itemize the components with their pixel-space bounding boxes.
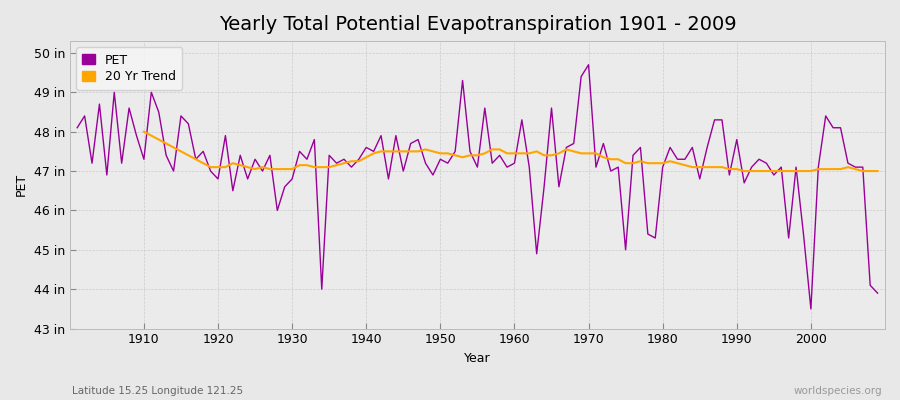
Line: 20 Yr Trend: 20 Yr Trend — [144, 132, 878, 171]
Y-axis label: PET: PET — [15, 173, 28, 196]
20 Yr Trend — [139, 129, 149, 134]
X-axis label: Year: Year — [464, 352, 491, 365]
PET — [294, 149, 305, 154]
PET — [872, 291, 883, 296]
PET — [509, 161, 520, 166]
20 Yr Trend — [872, 169, 883, 174]
PET — [131, 133, 142, 138]
20 Yr Trend — [309, 165, 320, 170]
20 Yr Trend — [739, 169, 750, 174]
20 Yr Trend — [842, 165, 853, 170]
PET — [583, 62, 594, 67]
20 Yr Trend — [517, 151, 527, 156]
20 Yr Trend — [820, 167, 831, 172]
PET — [72, 125, 83, 130]
Text: worldspecies.org: worldspecies.org — [794, 386, 882, 396]
20 Yr Trend — [279, 167, 290, 172]
Text: Latitude 15.25 Longitude 121.25: Latitude 15.25 Longitude 121.25 — [72, 386, 243, 396]
PET — [338, 157, 349, 162]
PET — [501, 165, 512, 170]
Legend: PET, 20 Yr Trend: PET, 20 Yr Trend — [76, 47, 182, 90]
Line: PET: PET — [77, 65, 878, 309]
Title: Yearly Total Potential Evapotranspiration 1901 - 2009: Yearly Total Potential Evapotranspiratio… — [219, 15, 736, 34]
PET — [606, 169, 616, 174]
20 Yr Trend — [576, 151, 587, 156]
PET — [806, 306, 816, 311]
